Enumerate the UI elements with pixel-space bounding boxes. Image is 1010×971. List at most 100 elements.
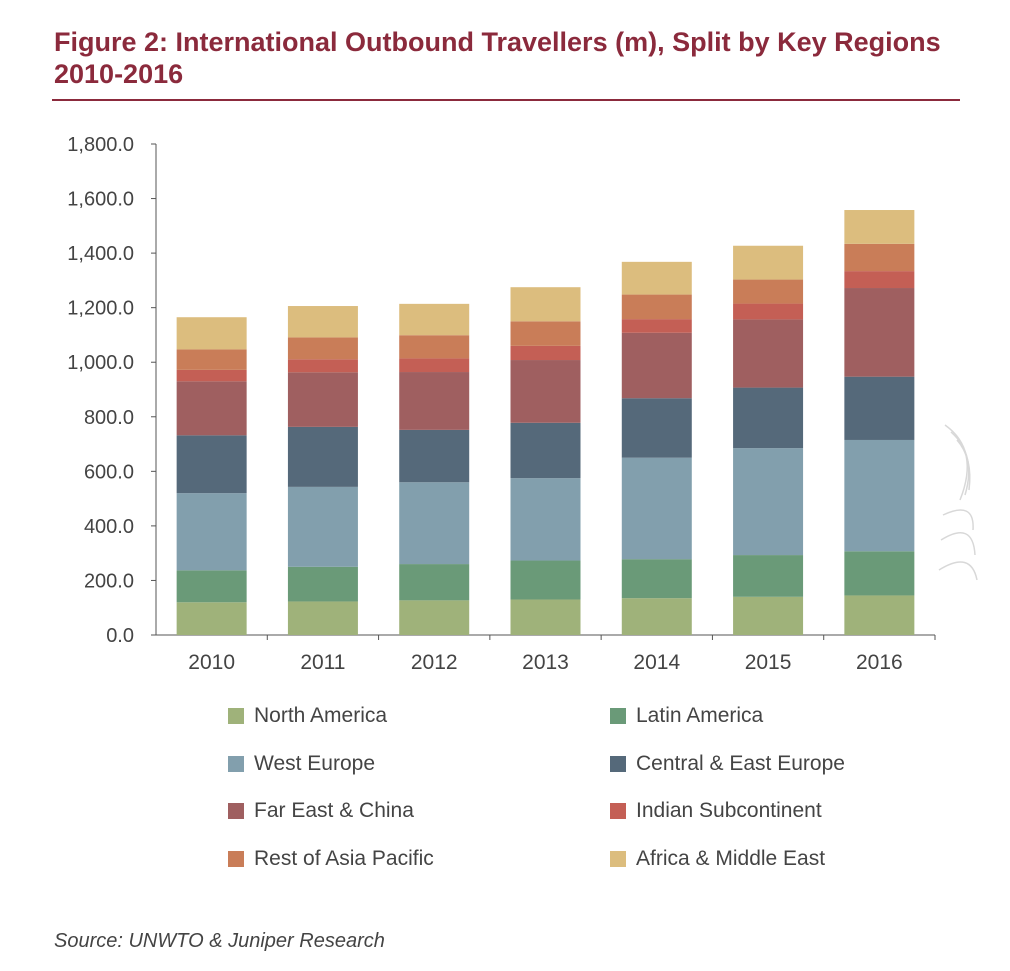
y-tick-label: 1,600.0 — [67, 189, 134, 211]
bar-segment — [287, 337, 358, 360]
bar-segment — [844, 288, 915, 377]
legend-swatch — [610, 755, 626, 772]
y-tick-label: 200.0 — [84, 570, 134, 592]
bar-segment — [733, 448, 804, 556]
y-tick-label: 1,800.0 — [67, 134, 134, 156]
legend-swatch — [610, 850, 626, 867]
bar-segment — [733, 555, 804, 597]
bar-segment — [510, 360, 581, 423]
bar-segment — [287, 426, 358, 487]
bar-segment — [621, 294, 692, 320]
bar-segment — [510, 560, 581, 600]
bar-segment — [510, 478, 581, 561]
bar-segment — [399, 564, 470, 601]
bar-segment — [176, 317, 247, 350]
legend-item: Central & East Europe — [610, 751, 845, 777]
bar-segment — [287, 372, 358, 427]
legend-item: North America — [228, 703, 387, 729]
legend-label: Rest of Asia Pacific — [254, 846, 434, 870]
legend-item: Indian Subcontinent — [610, 798, 822, 824]
stacked-bar-chart: 0.0 200.0 400.0 600.0 800.0 1,000.0 1,200.0 1,4… — [67, 134, 936, 674]
bar-segment — [621, 332, 692, 399]
bar-stack-2011 — [287, 306, 358, 635]
x-tick-label: 2013 — [522, 651, 569, 674]
bar-segment — [399, 303, 470, 336]
legend-label: Far East & China — [254, 799, 414, 822]
bar-stack-2013 — [510, 287, 581, 635]
y-tick-label: 1,000.0 — [67, 352, 134, 374]
y-axis: 0.0 200.0 400.0 600.0 800.0 1,000.0 1,200.0 1,4… — [67, 134, 157, 647]
y-tick-label: 1,200.0 — [67, 298, 134, 320]
bar-segment — [733, 279, 804, 304]
bar-segment — [844, 243, 915, 272]
bar-segment — [844, 210, 915, 244]
bar-segment — [621, 559, 692, 599]
bar-segment — [399, 482, 470, 565]
bar-segment — [733, 596, 804, 635]
legend-swatch — [610, 803, 626, 819]
bar-segment — [621, 457, 692, 560]
legend-item: Far East & China — [228, 798, 414, 824]
legend-label: Latin America — [636, 704, 764, 727]
legend-label: North America — [254, 704, 388, 727]
x-axis: 2010 2011 2012 2013 2014 2015 2016 — [156, 634, 936, 674]
source-note: Source: UNWTO & Juniper Research — [54, 930, 385, 952]
bar-stack-2016 — [844, 210, 915, 635]
bar-segment — [176, 381, 247, 436]
bar-stack-2015 — [733, 245, 804, 635]
bar-segment — [621, 398, 692, 458]
bar-segment — [176, 369, 247, 382]
bar-segment — [621, 598, 692, 635]
legend-swatch — [228, 850, 244, 867]
bar-segment — [844, 595, 915, 635]
y-tick-label: 1,400.0 — [67, 243, 134, 265]
decorative-arc-graphic — [938, 424, 978, 581]
bar-segment — [399, 429, 470, 483]
legend-item: Africa & Middle East — [610, 846, 825, 872]
y-tick-label: 0.0 — [106, 625, 134, 647]
bar-segment — [176, 435, 247, 494]
y-tick-label: 600.0 — [84, 461, 134, 483]
title-divider — [52, 99, 960, 101]
bar-segment — [287, 306, 358, 338]
legend-swatch — [610, 708, 626, 724]
bar-segment — [399, 600, 470, 635]
bar-segment — [733, 303, 804, 320]
bar-segment — [733, 387, 804, 449]
x-tick-label: 2010 — [188, 651, 235, 674]
y-tick-label: 400.0 — [84, 516, 134, 538]
bar-segment — [844, 551, 915, 596]
x-tick-label: 2011 — [300, 651, 345, 674]
legend-item: West Europe — [228, 751, 375, 777]
legend-swatch — [228, 708, 244, 724]
x-tick-label: 2016 — [856, 651, 903, 674]
legend-item: Latin America — [610, 703, 763, 729]
x-tick-label: 2012 — [411, 651, 458, 674]
legend-label: Africa & Middle East — [636, 846, 826, 870]
bar-segment — [287, 566, 358, 602]
bar-segment — [399, 372, 470, 430]
bar-segment — [287, 486, 358, 567]
bar-segment — [176, 602, 247, 635]
bar-segment — [510, 599, 581, 635]
x-tick-label: 2015 — [745, 651, 792, 674]
bar-stack-2012 — [399, 303, 470, 635]
bar-segment — [399, 358, 470, 373]
bar-stack-2014 — [621, 261, 692, 635]
legend-item: Rest of Asia Pacific — [228, 846, 434, 872]
bar-segment — [510, 345, 581, 361]
bar-segment — [399, 335, 470, 359]
legend-swatch — [228, 755, 244, 772]
chart-title: Figure 2: International Outbound Travell… — [54, 27, 941, 89]
bar-segment — [844, 439, 915, 552]
bar-segment — [844, 376, 915, 440]
bar-segment — [844, 271, 915, 289]
bar-segment — [176, 349, 247, 370]
legend-label: Indian Subcontinent — [636, 799, 822, 822]
bar-segment — [176, 570, 247, 603]
x-tick-label: 2014 — [633, 651, 680, 674]
bar-segment — [287, 601, 358, 635]
bar-segment — [621, 261, 692, 295]
bars — [176, 210, 915, 635]
bar-stack-2010 — [176, 317, 247, 635]
